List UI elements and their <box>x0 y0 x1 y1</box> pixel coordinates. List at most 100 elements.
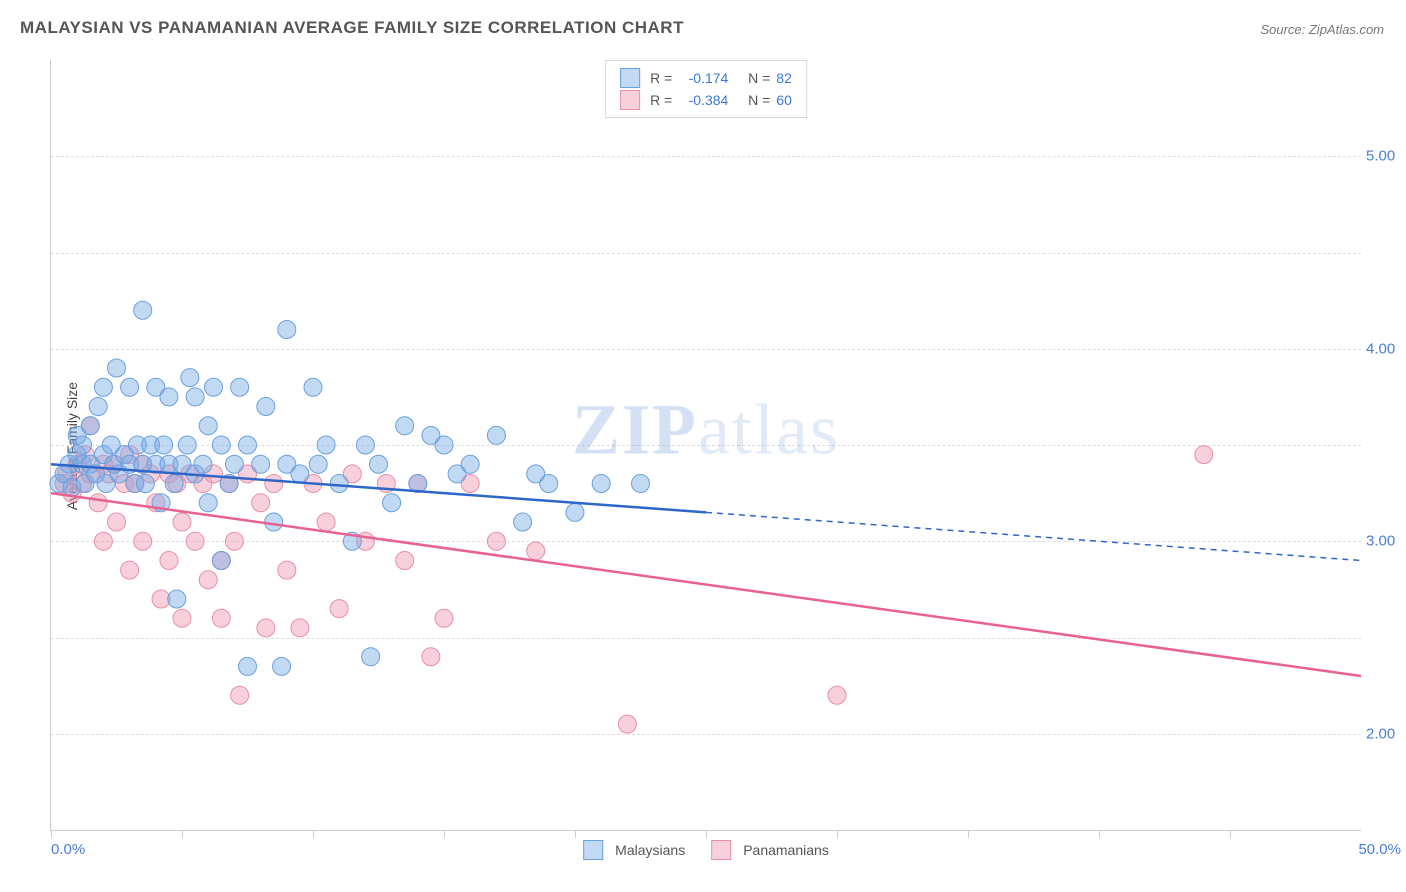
scatter-point <box>199 571 217 589</box>
scatter-point <box>278 561 296 579</box>
swatch-panamanians-icon <box>711 840 731 860</box>
scatter-point <box>194 455 212 473</box>
swatch-malaysians-icon <box>583 840 603 860</box>
scatter-point <box>435 436 453 454</box>
plot-area: 2.003.004.005.00 ZIPatlas R = -0.174 N =… <box>50 60 1361 831</box>
scatter-point <box>396 552 414 570</box>
scatter-point <box>487 532 505 550</box>
legend-label-malaysians: Malaysians <box>615 842 685 858</box>
scatter-point <box>356 436 374 454</box>
scatter-point <box>632 475 650 493</box>
scatter-point <box>225 455 243 473</box>
scatter-point <box>168 590 186 608</box>
scatter-point <box>160 552 178 570</box>
scatter-point <box>136 475 154 493</box>
scatter-point <box>94 532 112 550</box>
legend-row-1: R = -0.174 N = 82 <box>620 67 792 89</box>
y-tick-label: 2.00 <box>1366 725 1406 742</box>
scatter-point <box>370 455 388 473</box>
scatter-point <box>257 619 275 637</box>
scatter-point <box>73 436 91 454</box>
scatter-point <box>81 417 99 435</box>
scatter-point <box>134 301 152 319</box>
scatter-point <box>278 321 296 339</box>
legend-item-panamanians: Panamanians <box>711 840 829 860</box>
scatter-point <box>291 465 309 483</box>
scatter-point <box>160 388 178 406</box>
scatter-point <box>527 542 545 560</box>
scatter-point <box>89 494 107 512</box>
scatter-point <box>396 417 414 435</box>
y-tick-label: 4.00 <box>1366 340 1406 357</box>
scatter-point <box>383 494 401 512</box>
scatter-point <box>330 600 348 618</box>
scatter-point <box>265 513 283 531</box>
scatter-point <box>178 436 196 454</box>
scatter-point <box>317 436 335 454</box>
scatter-point <box>435 609 453 627</box>
scatter-point <box>212 436 230 454</box>
scatter-point <box>186 532 204 550</box>
scatter-point <box>204 378 222 396</box>
x-axis-max-label: 50.0% <box>1358 841 1401 858</box>
scatter-point <box>362 648 380 666</box>
y-tick-label: 5.00 <box>1366 148 1406 165</box>
scatter-point <box>186 388 204 406</box>
legend-item-malaysians: Malaysians <box>583 840 685 860</box>
scatter-point <box>199 494 217 512</box>
scatter-point <box>1195 446 1213 464</box>
scatter-point <box>514 513 532 531</box>
scatter-point <box>181 369 199 387</box>
scatter-point <box>291 619 309 637</box>
scatter-point <box>165 475 183 493</box>
scatter-point <box>155 436 173 454</box>
scatter-point <box>461 455 479 473</box>
trend-line-panamanians <box>51 493 1361 676</box>
scatter-point <box>317 513 335 531</box>
legend-row-2: R = -0.384 N = 60 <box>620 89 792 111</box>
scatter-point <box>173 513 191 531</box>
legend-label-panamanians: Panamanians <box>743 842 829 858</box>
scatter-point <box>422 648 440 666</box>
scatter-point <box>592 475 610 493</box>
swatch-panamanians <box>620 90 640 110</box>
scatter-point <box>265 475 283 493</box>
bottom-legend: Malaysians Panamanians <box>583 840 829 860</box>
scatter-point <box>304 378 322 396</box>
scatter-point <box>212 609 230 627</box>
scatter-point <box>330 475 348 493</box>
scatter-point <box>309 455 327 473</box>
y-tick-label: 3.00 <box>1366 533 1406 550</box>
source-label: Source: ZipAtlas.com <box>1260 22 1384 37</box>
scatter-point <box>231 686 249 704</box>
scatter-point <box>108 513 126 531</box>
scatter-point <box>231 378 249 396</box>
x-axis-min-label: 0.0% <box>51 841 85 858</box>
scatter-point <box>121 561 139 579</box>
scatter-point <box>108 359 126 377</box>
scatter-point <box>566 503 584 521</box>
scatter-point <box>94 378 112 396</box>
scatter-point <box>252 455 270 473</box>
scatter-point <box>239 436 257 454</box>
scatter-point <box>252 494 270 512</box>
scatter-point <box>173 609 191 627</box>
scatter-point <box>273 657 291 675</box>
scatter-point <box>134 532 152 550</box>
scatter-point <box>121 378 139 396</box>
scatter-point <box>89 398 107 416</box>
scatter-point <box>828 686 846 704</box>
scatter-point <box>487 426 505 444</box>
scatter-point <box>199 417 217 435</box>
scatter-point <box>212 552 230 570</box>
scatter-point <box>257 398 275 416</box>
scatter-point <box>225 532 243 550</box>
swatch-malaysians <box>620 68 640 88</box>
chart-title: MALAYSIAN VS PANAMANIAN AVERAGE FAMILY S… <box>20 18 684 38</box>
trend-line-malaysians-dashed <box>706 512 1361 560</box>
scatter-point <box>239 657 257 675</box>
scatter-point <box>540 475 558 493</box>
scatter-point <box>618 715 636 733</box>
stats-legend: R = -0.174 N = 82 R = -0.384 N = 60 <box>605 60 807 118</box>
chart-container: MALAYSIAN VS PANAMANIAN AVERAGE FAMILY S… <box>0 0 1406 892</box>
